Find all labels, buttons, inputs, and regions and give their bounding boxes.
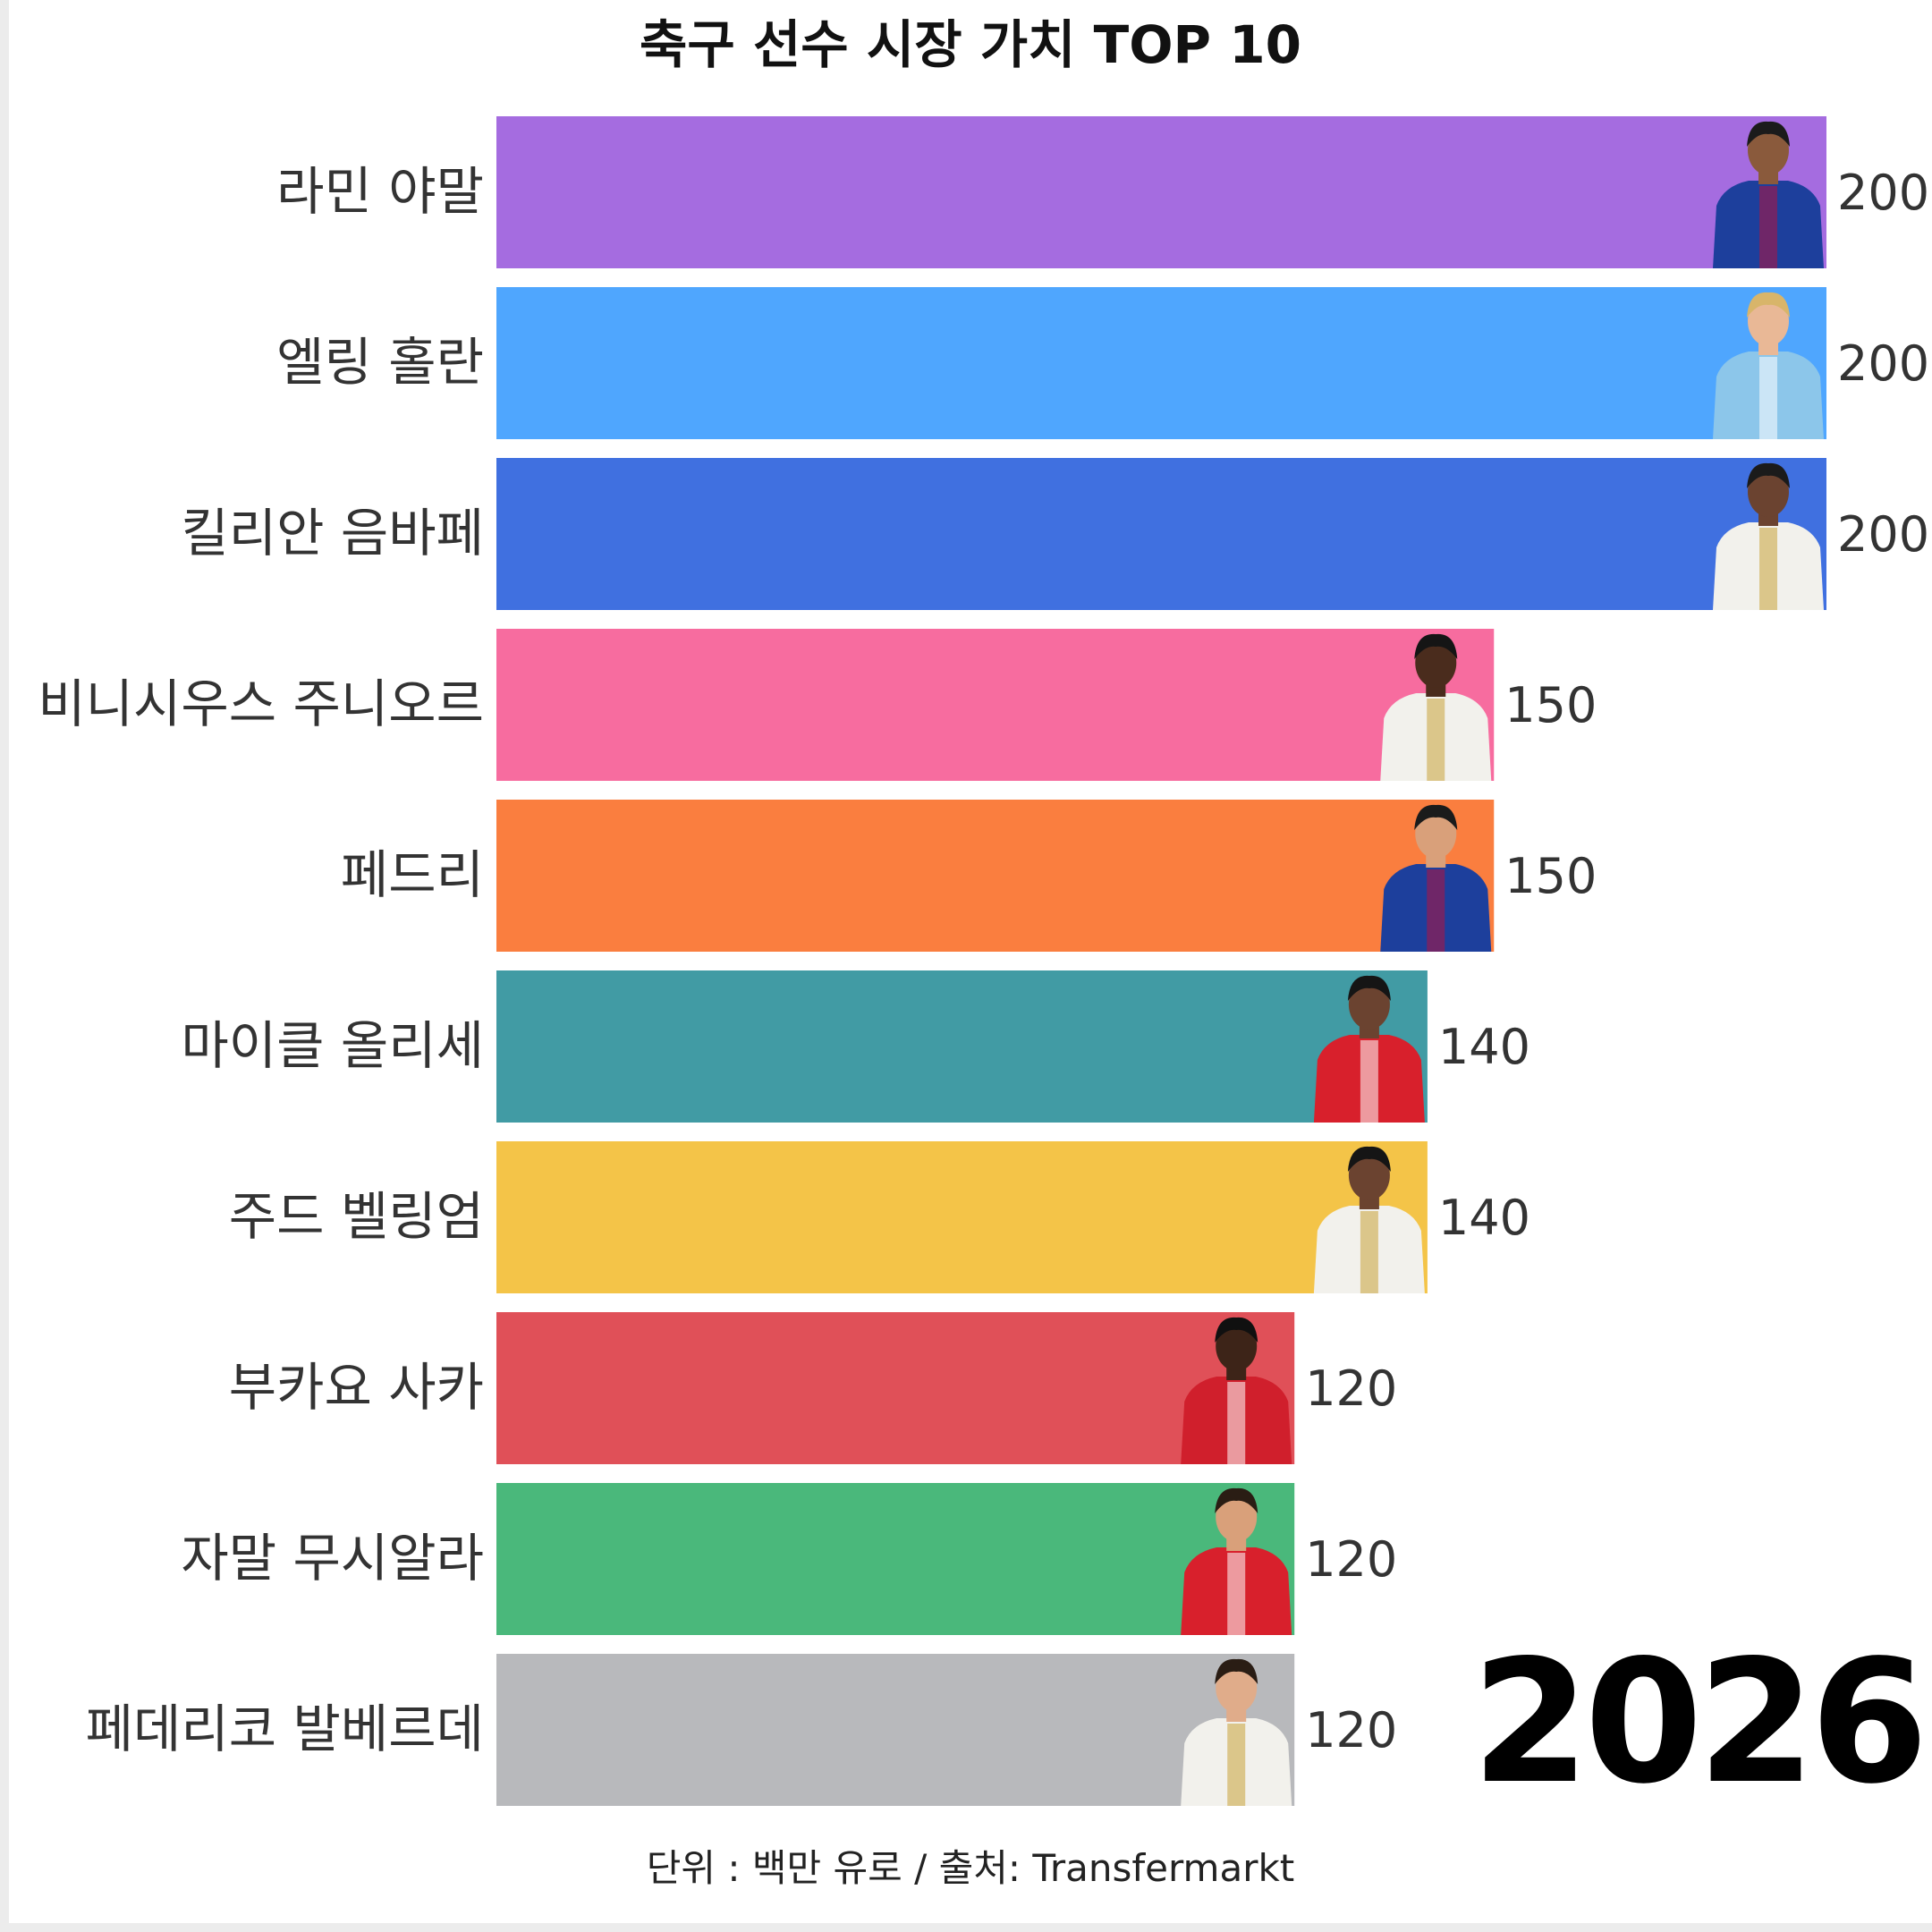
bar-group: 마이클 올리세 140 xyxy=(181,970,1530,1123)
bar xyxy=(496,800,1495,952)
bar xyxy=(496,1312,1295,1464)
category-label: 자말 무시알라 xyxy=(181,1528,484,1589)
player-photo xyxy=(1313,975,1425,1123)
bar xyxy=(496,970,1428,1123)
player-photo xyxy=(1380,633,1492,781)
bar-group: 주드 벨링엄 140 xyxy=(229,1141,1530,1293)
bar-group: 페드리 150 xyxy=(341,800,1597,952)
player-photo xyxy=(1181,1487,1292,1635)
unit-source-note: 단위 : 백만 유로 / 출처: Transfermarkt xyxy=(646,1846,1295,1890)
player-photo xyxy=(1713,292,1824,439)
bar-group: 비니시우스 주니오르 150 xyxy=(38,629,1597,781)
value-label: 200 xyxy=(1837,335,1929,392)
value-label: 140 xyxy=(1438,1019,1530,1075)
player-photo xyxy=(1181,1658,1292,1806)
chart-title: 축구 선수 시장 가치 TOP 10 xyxy=(640,14,1301,75)
category-label: 라민 야말 xyxy=(276,161,484,222)
category-label: 킬리안 음바페 xyxy=(181,503,484,564)
player-photo xyxy=(1713,121,1824,268)
category-label: 주드 벨링엄 xyxy=(229,1186,484,1247)
bar xyxy=(496,1483,1295,1635)
value-label: 150 xyxy=(1504,677,1597,733)
category-label: 페데리코 발베르데 xyxy=(86,1699,484,1759)
bar-group: 엘링 홀란 200 xyxy=(276,287,1929,439)
bar xyxy=(496,116,1826,268)
value-label: 150 xyxy=(1504,848,1597,904)
category-label: 엘링 홀란 xyxy=(276,332,484,393)
value-label: 200 xyxy=(1837,506,1929,563)
bar xyxy=(496,629,1495,781)
bar-group: 자말 무시알라 120 xyxy=(181,1483,1397,1635)
bar-group: 라민 야말 200 xyxy=(276,116,1929,268)
value-label: 140 xyxy=(1438,1190,1530,1246)
value-label: 120 xyxy=(1305,1360,1397,1417)
value-label: 120 xyxy=(1305,1531,1397,1588)
bar-group: 페데리코 발베르데 120 xyxy=(86,1654,1397,1806)
bar-group: 킬리안 음바페 200 xyxy=(181,458,1929,610)
category-label: 부카요 사카 xyxy=(229,1357,484,1418)
player-photo xyxy=(1380,804,1492,952)
category-label: 마이클 올리세 xyxy=(181,1015,484,1076)
value-label: 200 xyxy=(1837,165,1929,221)
player-photo xyxy=(1181,1317,1292,1464)
category-label: 페드리 xyxy=(341,844,484,905)
category-label: 비니시우스 주니오르 xyxy=(38,674,484,734)
player-photo xyxy=(1313,1146,1425,1293)
year-label: 2026 xyxy=(1471,1623,1928,1821)
bar xyxy=(496,458,1826,610)
bar xyxy=(496,1141,1428,1293)
bar-group: 부카요 사카 120 xyxy=(229,1312,1397,1464)
player-photo xyxy=(1713,462,1824,610)
bar xyxy=(496,1654,1295,1806)
value-label: 120 xyxy=(1305,1702,1397,1758)
bar xyxy=(496,287,1826,439)
chart-canvas: 축구 선수 시장 가치 TOP 10 라민 야말 200 엘링 홀란 200 킬리안 음… xyxy=(9,0,1932,1923)
